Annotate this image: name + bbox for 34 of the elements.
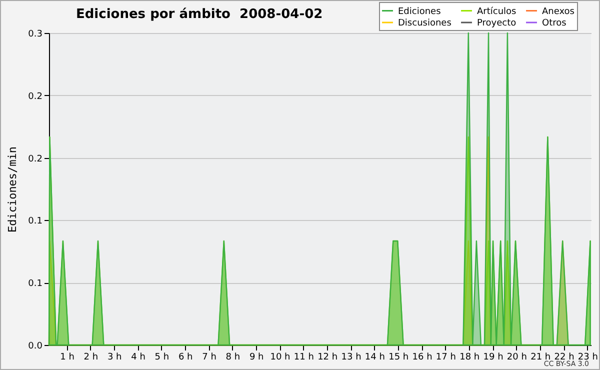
x-tick-label: 16 h — [412, 352, 432, 362]
x-tick-label: 6 h — [178, 352, 193, 362]
x-tick-label: 10 h — [270, 352, 290, 362]
x-tick-label: 17 h — [436, 352, 456, 362]
x-tick-label: 5 h — [154, 352, 170, 362]
x-tick-label: 19 h — [483, 352, 504, 362]
y-tick-label: 0.1 — [28, 216, 42, 227]
x-tick-label: 20 h — [506, 352, 527, 362]
x-tick-label: 11 h — [294, 352, 314, 362]
legend-label: Discusiones — [398, 18, 452, 28]
legend-label: Anexos — [542, 6, 575, 17]
y-tick-label: 0.2 — [28, 92, 42, 102]
x-tick-label: 2 h — [84, 352, 98, 362]
x-tick-label: 4 h — [131, 352, 146, 362]
chart-title: Ediciones por ámbito 2008-04-02 — [76, 7, 323, 22]
x-tick-label: 8 h — [226, 352, 240, 362]
x-tick-label: 18 h — [460, 352, 480, 362]
x-tick-label: 14 h — [364, 352, 385, 362]
x-tick-label: 13 h — [341, 352, 362, 362]
x-tick-label: 3 h — [107, 352, 122, 362]
y-tick-label: 0.0 — [28, 342, 43, 352]
x-tick-label: 15 h — [388, 352, 409, 362]
legend-label: Proyecto — [477, 18, 517, 28]
y-tick-label: 0.1 — [28, 279, 42, 290]
y-axis-title: Ediciones/min — [6, 146, 20, 233]
legend-label: Artículos — [477, 6, 517, 17]
x-tick-label: 12 h — [318, 352, 338, 362]
x-tick-label: 7 h — [202, 352, 216, 362]
y-tick-label: 0.3 — [28, 30, 42, 40]
x-tick-label: 1 h — [60, 352, 74, 362]
y-tick-label: 0.2 — [28, 154, 42, 164]
legend-label: Otros — [542, 18, 567, 28]
legend-label: Ediciones — [398, 6, 442, 17]
x-tick-label: 9 h — [249, 352, 264, 362]
